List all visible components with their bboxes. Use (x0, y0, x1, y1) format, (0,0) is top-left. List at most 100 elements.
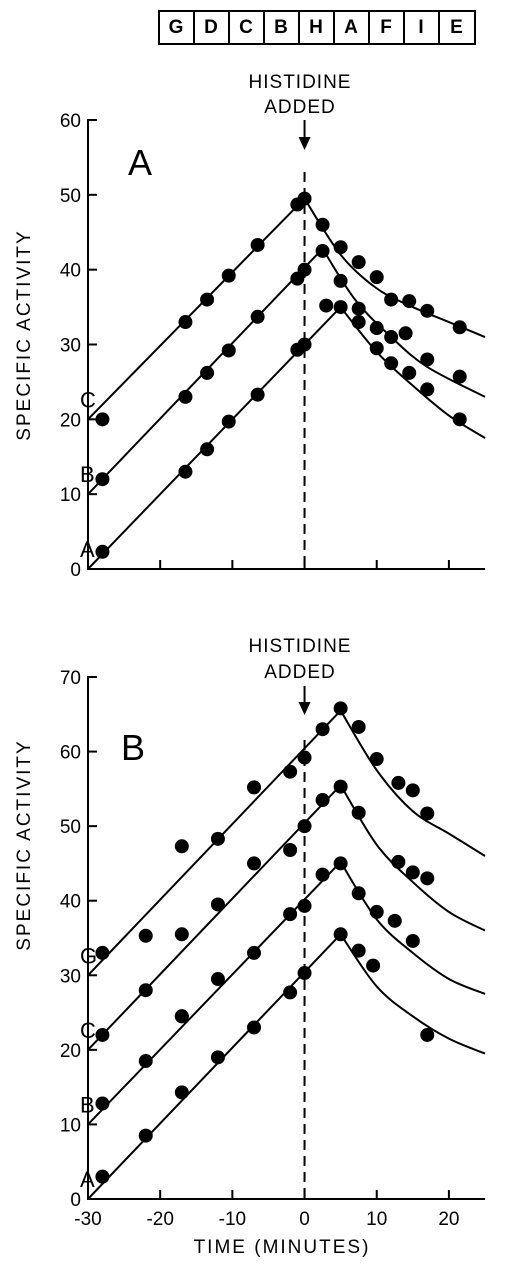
annotation-added-a: ADDED (264, 97, 336, 118)
data-point-b-pa (369, 321, 384, 336)
data-point-c-pb (333, 779, 348, 794)
data-point-c-pa (384, 292, 399, 307)
data-point-c-pb (95, 1027, 110, 1042)
series-label-b-pa: B (80, 462, 95, 487)
data-point-a-pa (333, 300, 348, 315)
data-point-b-pa (250, 309, 265, 324)
y-axis-title-a: SPECIFIC ACTIVITY (14, 229, 35, 440)
gene-cell-g: G (160, 12, 195, 43)
data-point-g-pb (333, 701, 348, 716)
y-tick-label-pa: 10 (60, 485, 81, 506)
data-point-b-pb (95, 1096, 110, 1111)
panel-label-b: B (121, 727, 145, 768)
data-point-g-pb (138, 928, 153, 943)
data-point-b-pb (210, 972, 225, 987)
data-point-b-pa (398, 326, 413, 341)
data-point-a-pb (247, 1020, 262, 1035)
y-tick-label-pb: 0 (70, 1190, 81, 1211)
data-point-a-pa (95, 544, 110, 559)
panel-label-a: A (128, 142, 152, 183)
data-point-a-pa (200, 442, 215, 457)
data-point-g-pb (174, 927, 189, 942)
data-point-g-pb (369, 752, 384, 767)
data-point-b-pb (351, 886, 366, 901)
data-point-a-pb (420, 1027, 435, 1042)
data-point-c-pa (221, 268, 236, 283)
data-point-c-pb (351, 805, 366, 820)
x-axis-title: TIME (MINUTES) (194, 1237, 371, 1258)
fit-rise-a-pb (87, 933, 342, 1200)
y-tick-label-pa: 60 (60, 111, 81, 132)
data-point-a-pa (351, 315, 366, 330)
data-point-g-pb (351, 719, 366, 734)
x-tick-label: -30 (74, 1209, 101, 1230)
data-point-b-pa (420, 352, 435, 367)
gene-cell-a: A (335, 12, 370, 43)
series-label-g-pb: G (80, 943, 97, 968)
series-label-c-pa: C (80, 387, 96, 412)
data-point-g-pb (391, 775, 406, 790)
data-point-g-pb (420, 806, 435, 821)
data-point-b-pa (200, 365, 215, 380)
data-point-g-pb (247, 780, 262, 795)
data-point-b-pb (333, 856, 348, 871)
data-point-a-pa (178, 464, 193, 479)
panel-a: HISTIDINE ADDED A SPECIFIC ACTIVITY 0 10 2… (14, 72, 486, 581)
y-tick-label-pb: 30 (60, 966, 81, 987)
series-label-b-pb: B (80, 1092, 95, 1117)
data-point-g-pb (95, 945, 110, 960)
fit-decay-c-pb (339, 784, 486, 932)
y-tick-label-pa: 0 (70, 560, 81, 581)
arrow-head-pa (298, 137, 311, 150)
series-label-c-pb: C (80, 1018, 96, 1043)
series-label-a-pa: A (80, 537, 95, 562)
data-point-a-pa (319, 298, 334, 313)
data-point-c-pa (95, 412, 110, 427)
gene-cell-b: B (265, 12, 300, 43)
y-tick-label-pa: 50 (60, 186, 81, 207)
data-point-c-pa (297, 191, 312, 206)
data-point-g-pb (315, 722, 330, 737)
data-point-a-pb (366, 958, 381, 973)
data-point-b-pa (452, 369, 467, 384)
data-point-a-pa (369, 341, 384, 356)
data-point-a-pa (297, 337, 312, 352)
gene-cell-e: E (450, 16, 464, 38)
data-point-c-pb (247, 856, 262, 871)
annotation-histidine-b: HISTIDINE (249, 636, 352, 657)
data-point-c-pb (138, 983, 153, 998)
data-point-a-pa (384, 356, 399, 371)
gene-cell-i: I (405, 12, 440, 43)
x-tick-label: 0 (299, 1209, 310, 1230)
data-point-c-pa (333, 240, 348, 255)
data-point-c-pa (402, 294, 417, 309)
data-point-a-pb (210, 1050, 225, 1065)
data-point-g-pb (405, 783, 420, 798)
data-point-b-pb (297, 898, 312, 913)
data-point-b-pb (283, 907, 298, 922)
data-point-b-pa (333, 273, 348, 288)
data-point-b-pb (369, 904, 384, 919)
data-point-a-pa (221, 414, 236, 429)
data-point-b-pb (247, 945, 262, 960)
data-point-c-pa (315, 217, 330, 232)
data-point-c-pb (315, 793, 330, 808)
data-point-c-pb (405, 865, 420, 880)
series-label-a-pb: A (80, 1167, 95, 1192)
x-tick-label: 10 (366, 1209, 387, 1230)
fit-decay-a-pb (339, 933, 486, 1055)
data-point-c-pb (210, 897, 225, 912)
data-point-g-pb (174, 839, 189, 854)
data-point-c-pb (420, 871, 435, 886)
data-point-b-pa (297, 262, 312, 277)
data-point-a-pa (452, 412, 467, 427)
data-point-a-pa (420, 382, 435, 397)
data-point-b-pa (384, 330, 399, 345)
gene-cell-f: F (370, 12, 405, 43)
y-tick-label-pb: 10 (60, 1115, 81, 1136)
data-point-b-pa (221, 343, 236, 358)
data-point-c-pa (452, 320, 467, 335)
data-point-a-pb (351, 943, 366, 958)
